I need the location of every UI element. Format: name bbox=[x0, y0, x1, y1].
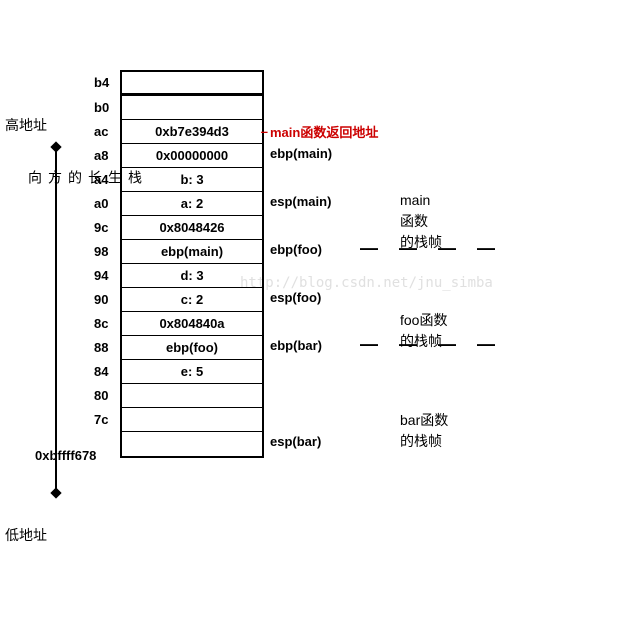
frame-desc: bar函数的栈帧 bbox=[400, 410, 448, 452]
stack-row: 0x804840a8c bbox=[122, 312, 262, 336]
addr-label: ac bbox=[94, 124, 108, 139]
addr-label: a8 bbox=[94, 148, 108, 163]
addr-label: 80 bbox=[94, 388, 108, 403]
stack-row: d: 394 bbox=[122, 264, 262, 288]
frame-divider: — — — — bbox=[360, 238, 503, 259]
stack-row: 7c bbox=[122, 408, 262, 432]
stack-row: 0x80484269c bbox=[122, 216, 262, 240]
watermark: http://blog.csdn.net/jnu_simba bbox=[240, 275, 493, 291]
addr-label: 9c bbox=[94, 220, 108, 235]
right-label: esp(foo) bbox=[270, 290, 321, 305]
addr-label: 94 bbox=[94, 268, 108, 283]
direction-arrow bbox=[55, 145, 57, 495]
right-label: ebp(bar) bbox=[270, 338, 322, 353]
stack-row: ebp(foo)88 bbox=[122, 336, 262, 360]
addr-label: b0 bbox=[94, 100, 109, 115]
stack-table: b4b00xb7e394d3–ac0x00000000a8b: 3a4a: 2a… bbox=[120, 70, 264, 458]
stack-row: b0 bbox=[122, 96, 262, 120]
right-label: ebp(foo) bbox=[270, 242, 322, 257]
stack-row: 0x00000000a8 bbox=[122, 144, 262, 168]
stack-row: 0xb7e394d3–ac bbox=[122, 120, 262, 144]
right-label: ebp(main) bbox=[270, 146, 332, 161]
addr-label: 98 bbox=[94, 244, 108, 259]
base-address: 0xbffff678 bbox=[35, 448, 96, 463]
stack-row: a: 2a0 bbox=[122, 192, 262, 216]
stack-row: ebp(main)98 bbox=[122, 240, 262, 264]
high-addr-label: 高地址 bbox=[5, 115, 47, 135]
red-tick: – bbox=[261, 124, 268, 139]
frame-divider: — — — — bbox=[360, 334, 503, 355]
addr-label: a0 bbox=[94, 196, 108, 211]
addr-label: b4 bbox=[94, 75, 109, 90]
addr-label: 7c bbox=[94, 412, 108, 427]
addr-label: 90 bbox=[94, 292, 108, 307]
addr-label: 8c bbox=[94, 316, 108, 331]
right-label: esp(bar) bbox=[270, 434, 321, 449]
right-label: esp(main) bbox=[270, 194, 331, 209]
addr-label: 88 bbox=[94, 340, 108, 355]
stack-row: b4 bbox=[122, 72, 262, 96]
stack-row bbox=[122, 432, 262, 456]
stack-row: 80 bbox=[122, 384, 262, 408]
low-addr-label: 低地址 bbox=[5, 525, 47, 545]
stack-row: e: 584 bbox=[122, 360, 262, 384]
stack-row: b: 3a4 bbox=[122, 168, 262, 192]
addr-label: 84 bbox=[94, 364, 108, 379]
right-label: main函数返回地址 bbox=[270, 122, 378, 141]
stack-row: c: 290 bbox=[122, 288, 262, 312]
addr-label: a4 bbox=[94, 172, 108, 187]
